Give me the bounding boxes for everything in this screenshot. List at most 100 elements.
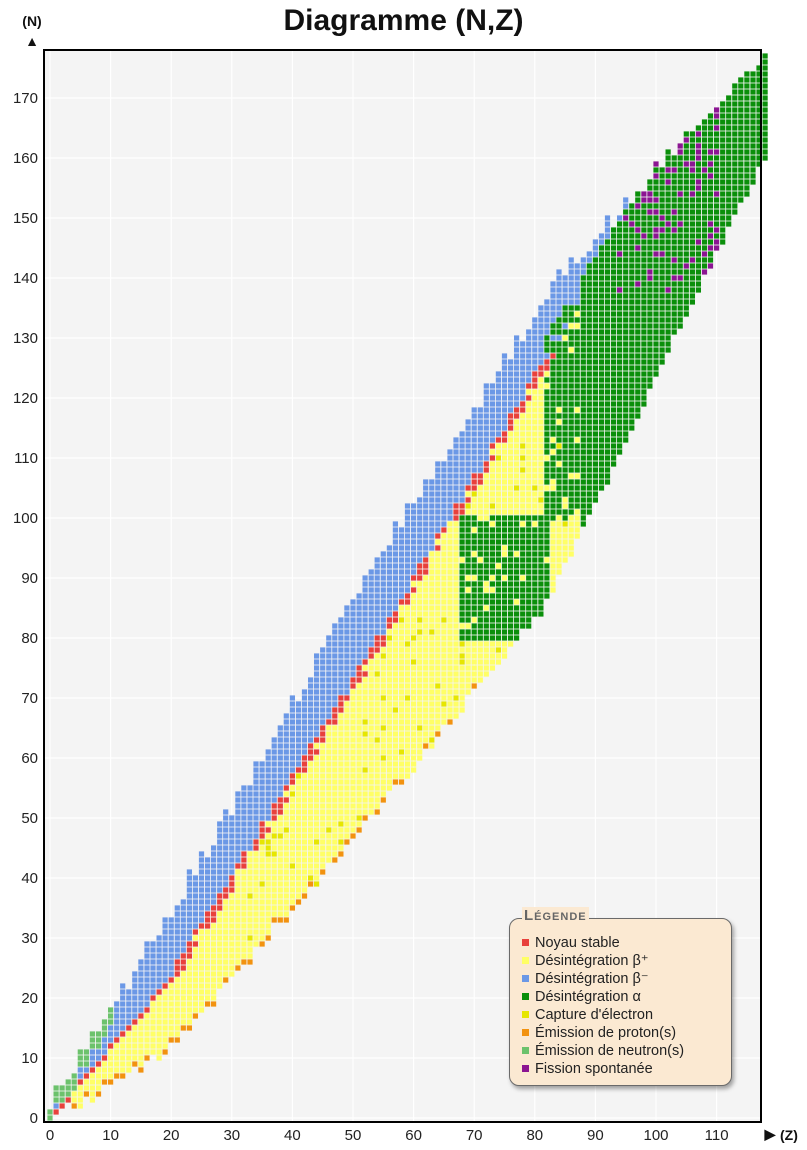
- nuclide-cell-alpha: [744, 173, 750, 179]
- nuclide-cell-beta_minus: [404, 587, 411, 593]
- nuclide-cell-beta_plus: [283, 839, 289, 845]
- nuclide-cell-beta_plus: [314, 827, 320, 833]
- nuclide-cell-alpha: [665, 275, 671, 281]
- nuclide-cell-alpha: [665, 299, 671, 305]
- nuclide-cell-alpha: [623, 263, 629, 269]
- nuclide-cell-beta_plus: [301, 803, 308, 809]
- nuclide-cell-beta_minus: [120, 995, 126, 1001]
- nuclide-cell-beta_plus: [198, 947, 205, 953]
- nuclide-cell-beta_plus: [217, 935, 223, 941]
- nuclide-cell-beta_plus: [386, 743, 392, 749]
- nuclide-cell-beta_plus: [350, 779, 356, 785]
- nuclide-cell-beta_plus: [538, 407, 544, 413]
- nuclide-cell-beta_plus: [350, 755, 356, 761]
- nuclide-cell-alpha: [689, 215, 695, 221]
- nuclide-cell-beta_plus: [441, 671, 447, 677]
- nuclide-cell-alpha: [707, 143, 714, 149]
- nuclide-cell-fission: [701, 167, 708, 173]
- nuclide-cell-beta_minus: [114, 1019, 120, 1025]
- nuclide-cell-beta_plus: [301, 863, 308, 869]
- nuclide-cell-beta_minus: [380, 611, 386, 617]
- nuclide-cell-alpha: [677, 323, 683, 329]
- plot-frame: [43, 49, 762, 1123]
- nuclide-cell-alpha: [707, 197, 714, 203]
- nuclide-cell-alpha: [568, 497, 574, 503]
- nuclide-cell-beta_plus: [538, 473, 544, 479]
- nuclide-cell-alpha: [720, 179, 726, 185]
- nuclide-cell-beta_plus: [108, 1055, 114, 1061]
- nuclide-cell-beta_minus: [471, 467, 477, 473]
- nuclide-cell-beta_minus: [411, 569, 417, 575]
- nuclide-cell-beta_plus: [253, 881, 259, 887]
- nuclide-cell-beta_minus: [568, 275, 574, 281]
- nuclide-cell-alpha: [617, 293, 623, 299]
- nuclide-cell-alpha: [580, 503, 586, 509]
- nuclide-cell-beta_minus: [235, 815, 241, 821]
- nuclide-cell-beta_plus: [332, 737, 338, 743]
- nuclide-cell-beta_plus: [350, 737, 356, 743]
- nuclide-cell-beta_minus: [435, 491, 441, 497]
- nuclide-cell-beta_plus: [447, 695, 453, 701]
- nuclide-cell-beta_minus: [417, 497, 423, 503]
- nuclide-cell-alpha: [617, 281, 623, 287]
- nuclide-cell-beta_plus: [404, 647, 411, 653]
- nuclide-cell-alpha: [574, 329, 580, 335]
- nuclide-cell-fission: [635, 203, 641, 209]
- nuclide-cell-beta_minus: [95, 1049, 102, 1055]
- nuclide-cell-beta_plus: [435, 623, 441, 629]
- nuclide-cell-beta_plus: [429, 695, 435, 701]
- nuclide-cell-stable: [477, 479, 483, 485]
- nuclide-cell-stable: [362, 671, 368, 677]
- nuclide-cell-beta_plus: [350, 767, 356, 773]
- nuclide-cell-beta_plus: [283, 845, 289, 851]
- nuclide-cell-beta_minus: [429, 509, 435, 515]
- nuclide-cell-alpha: [671, 311, 677, 317]
- nuclide-cell-beta_minus: [477, 413, 483, 419]
- nuclide-cell-alpha: [580, 455, 586, 461]
- nuclide-cell-beta_plus: [295, 821, 302, 827]
- nuclide-cell-beta_plus: [362, 785, 368, 791]
- nuclide-cell-alpha: [568, 461, 574, 467]
- nuclide-cell-beta_plus: [441, 635, 447, 641]
- nuclide-cell-beta_plus: [338, 827, 344, 833]
- nuclide-cell-beta_plus: [344, 761, 350, 767]
- nuclide-cell-beta_plus: [271, 827, 277, 833]
- nuclide-cell-beta_minus: [235, 839, 241, 845]
- nuclide-cell-beta_plus: [526, 449, 532, 455]
- nuclide-cell-beta_minus: [235, 803, 241, 809]
- nuclide-cell-beta_minus: [229, 851, 235, 857]
- nuclide-cell-beta_plus: [495, 509, 501, 515]
- nuclide-cell-beta_plus: [229, 959, 235, 965]
- nuclide-cell-beta_plus: [356, 779, 362, 785]
- nuclide-cell-beta_plus: [514, 551, 520, 557]
- nuclide-cell-beta_minus: [550, 299, 556, 305]
- nuclide-cell-beta_plus: [501, 551, 508, 557]
- nuclide-cell-beta_plus: [344, 737, 350, 743]
- nuclide-cell-beta_plus: [459, 665, 465, 671]
- nuclide-cell-alpha: [598, 449, 605, 455]
- nuclide-cell-beta_plus: [465, 623, 471, 629]
- nuclide-cell-beta_plus: [556, 461, 562, 467]
- nuclide-cell-beta_plus: [386, 701, 392, 707]
- nuclide-cell-beta_plus: [217, 923, 223, 929]
- nuclide-cell-ec: [441, 617, 447, 623]
- nuclide-cell-beta_plus: [356, 791, 362, 797]
- nuclide-cell-alpha: [665, 347, 671, 353]
- nuclide-cell-beta_minus: [205, 905, 211, 911]
- nuclide-cell-beta_minus: [368, 569, 374, 575]
- nuclide-cell-stable: [489, 455, 495, 461]
- nuclide-cell-stable: [398, 599, 405, 605]
- nuclide-cell-beta_minus: [217, 881, 223, 887]
- nuclide-cell-beta_plus: [241, 893, 247, 899]
- nuclide-cell-alpha: [580, 323, 586, 329]
- nuclide-cell-beta_plus: [326, 761, 332, 767]
- nuclide-cell-alpha: [707, 179, 714, 185]
- nuclide-cell-alpha: [520, 551, 526, 557]
- nuclide-cell-beta_plus: [295, 809, 302, 815]
- y-tick-label: 20: [21, 990, 38, 1007]
- nuclide-cell-alpha: [604, 479, 611, 485]
- nuclide-cell-alpha: [604, 389, 611, 395]
- nuclide-cell-fission: [707, 221, 714, 227]
- nuclide-cell-beta_plus: [126, 1043, 132, 1049]
- nuclide-cell-beta_minus: [471, 413, 477, 419]
